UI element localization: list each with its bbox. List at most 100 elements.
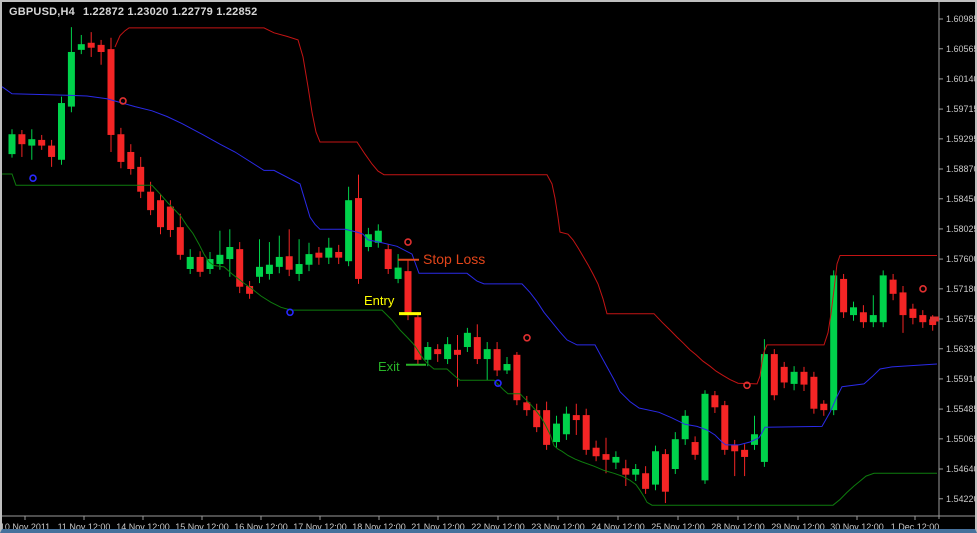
candle bbox=[38, 134, 46, 150]
candle bbox=[859, 305, 867, 328]
bull-candle-body bbox=[226, 247, 234, 260]
bear-candle-body bbox=[741, 449, 749, 457]
bull-candle-body bbox=[483, 349, 491, 360]
time-tick-label: 25 Nov 12:00 bbox=[651, 522, 705, 529]
bear-candle-body bbox=[523, 402, 531, 411]
bull-candle-body bbox=[830, 275, 838, 411]
candle bbox=[562, 406, 570, 440]
bull-candle-body bbox=[256, 266, 263, 277]
bull-candle-body bbox=[265, 264, 273, 274]
candle bbox=[919, 310, 927, 328]
candle bbox=[176, 213, 184, 260]
bull-candle-body bbox=[463, 332, 471, 348]
candle bbox=[256, 239, 263, 284]
candle bbox=[780, 361, 788, 389]
time-tick-label: 24 Nov 12:00 bbox=[591, 522, 645, 529]
candle bbox=[97, 39, 105, 65]
bull-candle-body bbox=[8, 134, 16, 155]
candle bbox=[711, 390, 719, 413]
time-tick-label: 22 Nov 12:00 bbox=[471, 522, 525, 529]
price-tick-label: 1.54640 bbox=[946, 464, 975, 474]
channel-middle-line bbox=[2, 86, 938, 446]
candle bbox=[543, 401, 551, 450]
channel-lower-line bbox=[2, 173, 937, 506]
candle bbox=[731, 439, 739, 477]
bear-candle-body bbox=[196, 256, 204, 272]
bear-candle-body bbox=[236, 249, 244, 287]
bear-candle-body bbox=[493, 349, 501, 371]
candle bbox=[523, 395, 531, 416]
red-signal-dot bbox=[743, 381, 751, 390]
bull-candle-body bbox=[879, 275, 887, 323]
bear-candle-body bbox=[602, 454, 610, 460]
time-tick-label: 28 Nov 12:00 bbox=[711, 522, 765, 529]
bear-candle-body bbox=[454, 349, 461, 355]
price-tick-label: 1.54220 bbox=[946, 494, 975, 504]
price-tick-label: 1.59715 bbox=[946, 104, 975, 114]
candle bbox=[8, 129, 16, 158]
annotations-layer: Stop Loss Entry Exit bbox=[364, 251, 485, 374]
candle bbox=[612, 451, 620, 469]
candle bbox=[166, 200, 174, 238]
bear-candle-body bbox=[572, 415, 580, 421]
candle bbox=[681, 410, 689, 445]
bear-candle-body bbox=[592, 447, 600, 457]
candle bbox=[553, 415, 560, 448]
bear-candle-body bbox=[355, 198, 362, 279]
bull-candle-body bbox=[850, 307, 857, 316]
bear-candle-body bbox=[642, 473, 650, 489]
candle bbox=[503, 356, 511, 374]
candle bbox=[444, 337, 452, 365]
bear-candle-body bbox=[513, 354, 521, 401]
bear-candle-body bbox=[414, 317, 422, 360]
bear-candle-body bbox=[434, 349, 442, 355]
candle bbox=[67, 27, 75, 113]
candle bbox=[899, 286, 907, 333]
bull-candle-body bbox=[671, 439, 679, 469]
bull-candle-body bbox=[394, 267, 402, 279]
bull-candle-body bbox=[553, 423, 560, 443]
blue-signal-dot bbox=[286, 308, 294, 317]
candle bbox=[414, 312, 422, 365]
candle bbox=[582, 408, 590, 455]
bear-candle-body bbox=[800, 371, 808, 385]
exit-annotation[interactable]: Exit bbox=[378, 359, 426, 374]
candle bbox=[889, 273, 897, 301]
bull-candle-body bbox=[186, 256, 194, 269]
stop-loss-annotation[interactable]: Stop Loss bbox=[398, 251, 485, 267]
bear-candle-body bbox=[780, 366, 788, 383]
bear-candle-body bbox=[137, 166, 145, 192]
candle bbox=[315, 247, 323, 265]
candle bbox=[147, 181, 155, 216]
bear-candle-body bbox=[889, 279, 897, 294]
bear-candle-body bbox=[107, 49, 115, 135]
signal-dots-layer bbox=[29, 97, 927, 390]
candle bbox=[196, 251, 204, 277]
bear-candle-body bbox=[48, 145, 56, 157]
candle bbox=[473, 324, 481, 365]
price-tick-label: 1.57180 bbox=[946, 284, 975, 294]
time-tick-label: 16 Nov 12:00 bbox=[234, 522, 288, 529]
price-tick-label: 1.60140 bbox=[946, 74, 975, 84]
candle bbox=[325, 237, 333, 265]
bull-candle-body bbox=[206, 259, 214, 269]
bull-candle-body bbox=[216, 254, 224, 265]
candle bbox=[533, 403, 541, 433]
candle bbox=[642, 466, 650, 494]
bear-candle-body bbox=[919, 315, 927, 323]
blue-signal-dot bbox=[29, 174, 37, 183]
candle bbox=[216, 230, 224, 270]
indicator-lines-layer bbox=[2, 27, 938, 506]
bear-candle-body bbox=[909, 308, 917, 318]
candle bbox=[285, 229, 293, 277]
bear-candle-body bbox=[127, 151, 135, 169]
price-tick-label: 1.56755 bbox=[946, 314, 975, 324]
entry-annotation[interactable]: Entry bbox=[364, 293, 421, 316]
bull-candle-body bbox=[345, 200, 353, 262]
bull-candle-body bbox=[790, 371, 798, 384]
bear-candle-body bbox=[384, 249, 392, 269]
bear-candle-body bbox=[315, 252, 323, 258]
candle bbox=[295, 239, 303, 282]
candle bbox=[107, 37, 115, 152]
